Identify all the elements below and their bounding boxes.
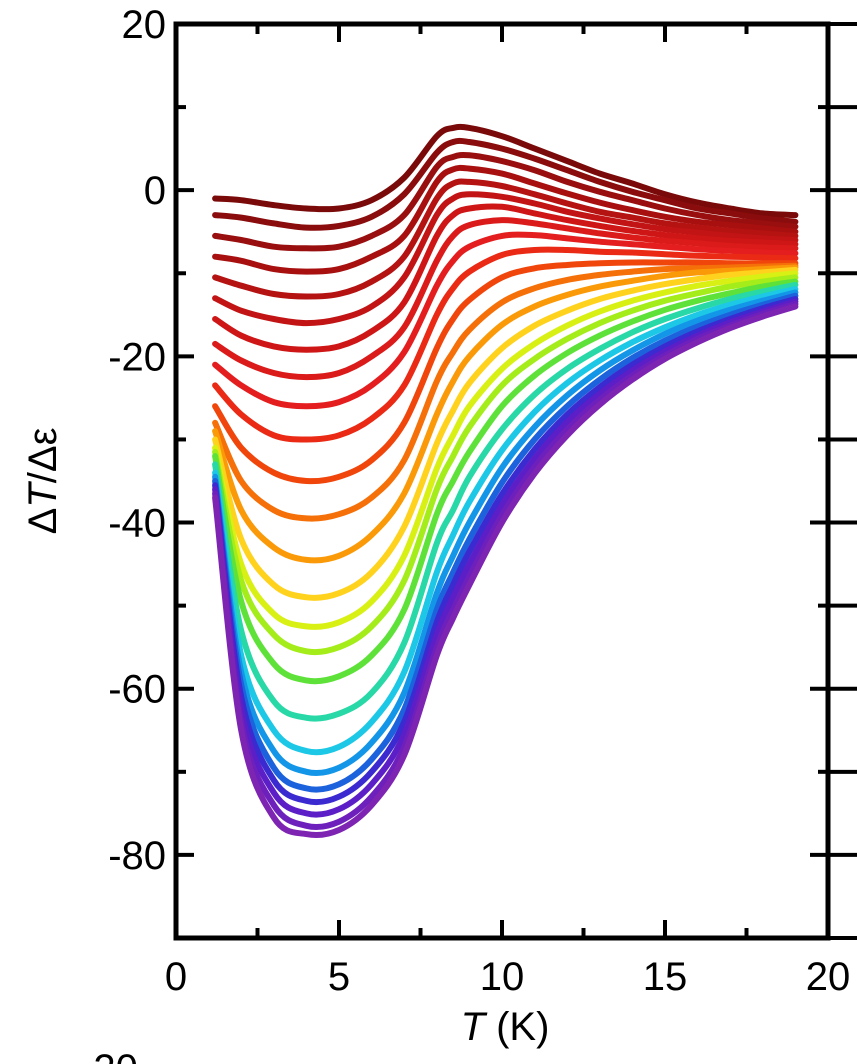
x-axis-title-var: T	[461, 1005, 488, 1049]
series-line-14	[212, 266, 799, 601]
series-line-1	[212, 123, 799, 219]
y-tick-label: 0	[144, 169, 166, 213]
series-line-16	[212, 274, 799, 656]
y-axis-title-delta: Δ	[21, 508, 65, 535]
partial-tick-label: -20	[80, 1047, 138, 1064]
series-line-24	[212, 301, 799, 831]
series-line-5	[212, 178, 799, 300]
series-line-9	[212, 231, 799, 410]
y-tick-label: -60	[108, 668, 166, 712]
x-axis-title: T (K)	[461, 1005, 550, 1049]
y-tick-label: -80	[108, 834, 166, 878]
y-tick-label: -40	[108, 502, 166, 546]
series-line-23	[212, 298, 799, 818]
tick-label-layer: 0 5 10 15 20 20 0 -20 -40 -60 -80	[108, 3, 850, 999]
series-line-22	[212, 296, 799, 806]
series-line-8	[212, 217, 799, 381]
y-tick-label: 20	[122, 3, 167, 47]
series-line-12	[212, 262, 799, 522]
x-tick-label: 5	[328, 955, 350, 999]
x-tick-label: 20	[806, 955, 851, 999]
y-tick-label: -20	[108, 335, 166, 379]
x-tick-label: 15	[643, 955, 688, 999]
series-line-13	[212, 264, 799, 564]
x-tick-label: 0	[165, 955, 187, 999]
tick-layer	[174, 22, 857, 940]
x-axis-title-unit: (K)	[485, 1005, 549, 1049]
series-line-17	[212, 278, 799, 685]
series-line-3	[212, 151, 799, 252]
series-line-20	[212, 289, 799, 777]
series-line-18	[212, 281, 799, 722]
series-line-10	[212, 246, 799, 443]
y-axis-title-rest: /Δε	[21, 427, 65, 483]
x-tick-label: 10	[480, 955, 525, 999]
series-layer	[212, 123, 799, 839]
series-line-6	[212, 191, 799, 327]
y-axis-title-var: T	[21, 481, 65, 508]
series-line-19	[212, 286, 799, 756]
series-line-25	[212, 303, 799, 839]
series-line-2	[212, 137, 799, 231]
series-line-15	[212, 270, 799, 630]
y-axis-title: ΔT/Δε	[21, 427, 65, 534]
series-line-11	[212, 259, 799, 485]
series-line-21	[212, 292, 799, 793]
series-line-4	[212, 164, 799, 275]
series-line-7	[212, 203, 799, 353]
